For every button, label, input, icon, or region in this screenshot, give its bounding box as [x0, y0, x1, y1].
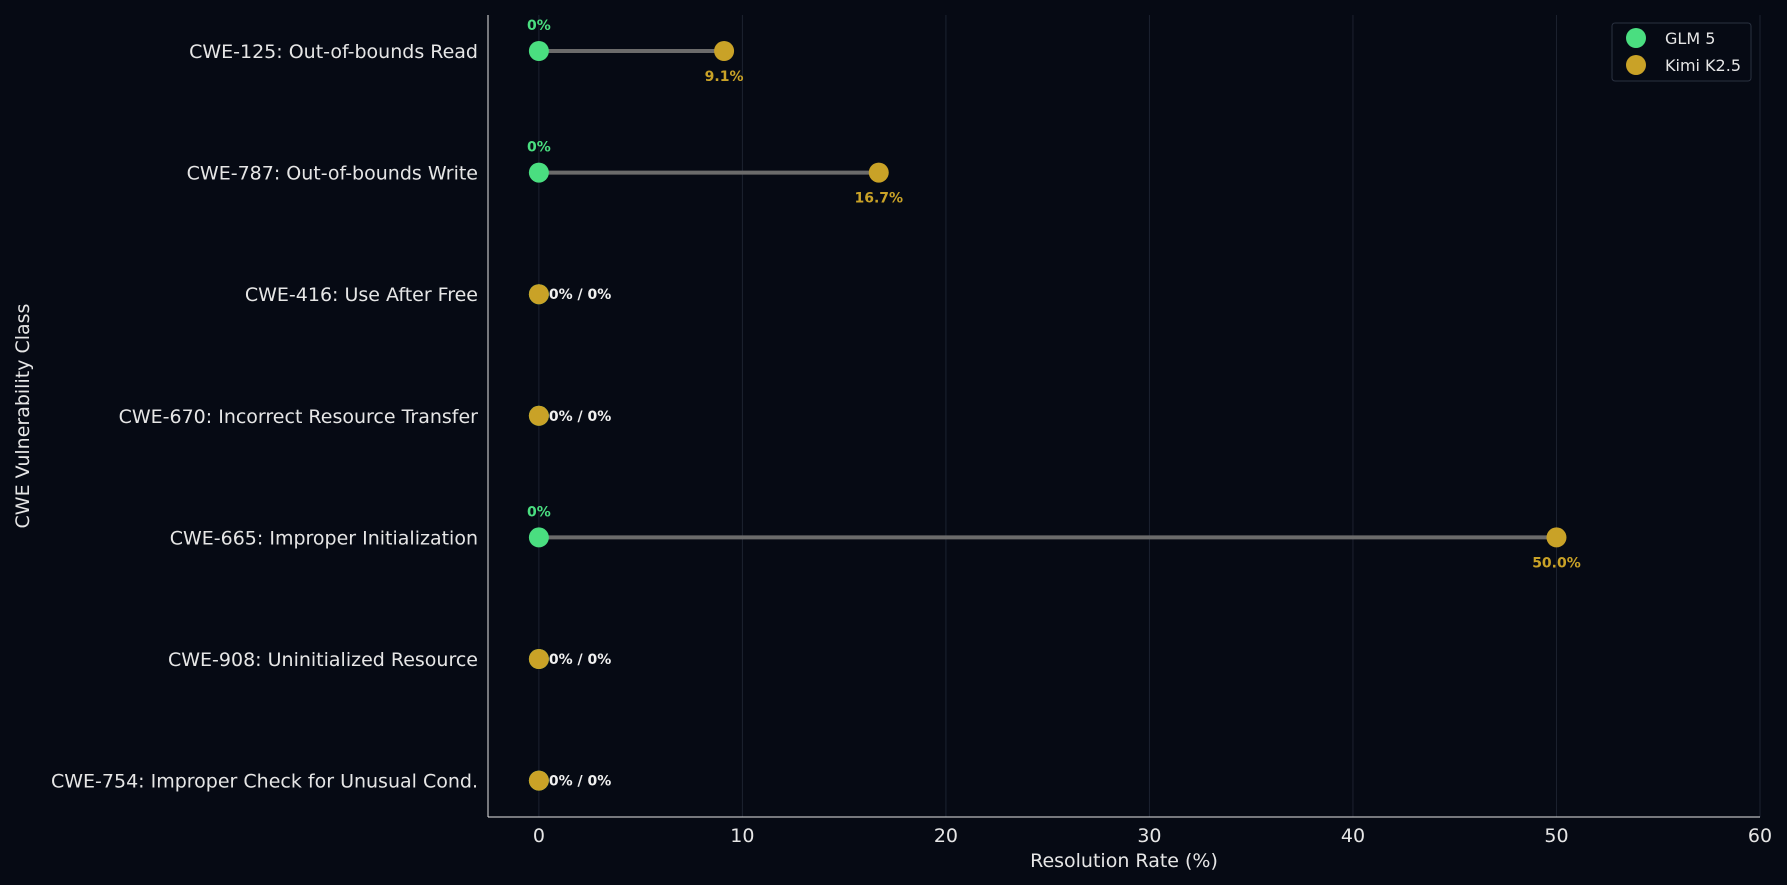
legend: GLM 5 Kimi K2.5 [1611, 22, 1752, 82]
data-points [528, 41, 1567, 791]
value-label-glm5-1: 0% [527, 140, 551, 156]
data-labels: 0% 9.1% 0% 16.7% 0% / 0% 0% / 0% 0% 50.0% 0% / 0… [527, 18, 1581, 790]
point-glm5-0 [528, 41, 549, 61]
value-label-kimi-0: 9.1% [705, 69, 744, 85]
x-tick-label-30: 30 [1137, 825, 1161, 847]
category-label-1: CWE-787: Out-of-bounds Write [187, 163, 478, 185]
category-label-6: CWE-754: Improper Check for Unusual Cond… [51, 771, 478, 793]
x-axis-title: Resolution Rate (%) [1030, 850, 1218, 872]
point-kimi-4 [1546, 527, 1567, 548]
category-label-2: CWE-416: Use After Free [245, 284, 478, 306]
grid-lines [538, 15, 1761, 817]
legend-swatch-glm5 [1626, 28, 1646, 48]
point-kimi-1 [868, 162, 889, 183]
y-axis-title: CWE Vulnerability Class [12, 304, 34, 529]
legend-label-kimi: Kimi K2.5 [1665, 56, 1741, 75]
tie-label-5: 0% / 0% [549, 652, 611, 668]
legend-box [1611, 22, 1752, 82]
x-tick-label-60: 60 [1748, 825, 1772, 847]
point-kimi-3 [528, 405, 549, 426]
tie-label-2: 0% / 0% [549, 287, 611, 303]
value-label-glm5-0: 0% [527, 18, 551, 34]
axes [487, 15, 1760, 818]
x-tick-label-10: 10 [730, 825, 754, 847]
value-label-kimi-1: 16.7% [854, 191, 903, 207]
tie-label-6: 0% / 0% [549, 774, 611, 790]
category-label-3: CWE-670: Incorrect Resource Transfer [119, 406, 479, 428]
legend-label-glm5: GLM 5 [1665, 29, 1715, 48]
point-kimi-0 [714, 41, 735, 61]
x-tick-label-40: 40 [1341, 825, 1365, 847]
point-glm5-1 [528, 162, 549, 183]
x-tick-labels: 0 10 20 30 40 50 60 [533, 825, 1772, 847]
value-label-kimi-4: 50.0% [1532, 555, 1581, 571]
x-tick-label-0: 0 [533, 825, 545, 847]
connector-lines [538, 49, 1557, 540]
tie-label-3: 0% / 0% [549, 409, 611, 425]
point-glm5-4 [528, 527, 549, 548]
category-label-0: CWE-125: Out-of-bounds Read [189, 41, 478, 63]
category-label-5: CWE-908: Uninitialized Resource [168, 649, 478, 671]
x-tick-label-50: 50 [1544, 825, 1568, 847]
point-kimi-5 [528, 649, 549, 669]
point-kimi-2 [528, 284, 549, 305]
category-label-4: CWE-665: Improper Initialization [170, 527, 478, 549]
legend-swatch-kimi [1626, 55, 1646, 75]
point-kimi-6 [528, 770, 549, 791]
x-tick-label-20: 20 [934, 825, 958, 847]
category-labels: CWE-125: Out-of-bounds Read CWE-787: Out-… [51, 41, 478, 793]
value-label-glm5-4: 0% [527, 504, 551, 520]
